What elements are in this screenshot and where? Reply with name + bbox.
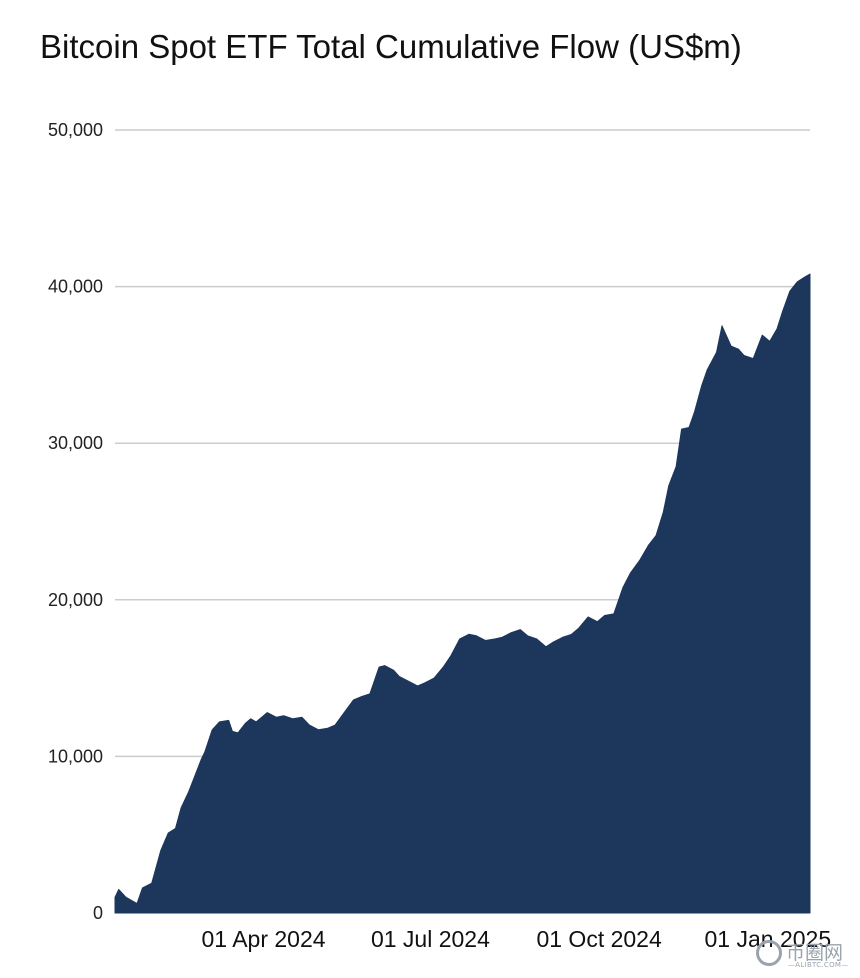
- watermark-name: 币圈网: [786, 942, 844, 964]
- x-tick-label: 01 Apr 2024: [202, 926, 326, 952]
- area-series-fill: [114, 273, 811, 914]
- watermark-url: —ALIBTC.COM—: [788, 961, 849, 969]
- watermark-badge-icon: [756, 940, 782, 966]
- y-tick-label: 20,000: [48, 590, 103, 610]
- y-tick-label: 50,000: [48, 120, 103, 140]
- x-axis-ticks: 01 Apr 2024 01 Jul 2024 01 Oct 2024 01 Jan …: [202, 926, 832, 952]
- chart-title: Bitcoin Spot ETF Total Cumulative Flow (…: [40, 28, 742, 65]
- y-tick-label: 40,000: [48, 277, 103, 297]
- y-tick-label: 0: [93, 903, 103, 923]
- y-tick-label: 10,000: [48, 746, 103, 766]
- y-tick-label: 30,000: [48, 433, 103, 453]
- y-axis-ticks: 0 10,000 20,000 30,000 40,000 50,000: [48, 120, 103, 923]
- watermark-logo: 币圈网 —ALIBTC.COM—: [756, 938, 856, 972]
- x-tick-label: 01 Oct 2024: [536, 926, 662, 952]
- area-series: [114, 273, 811, 914]
- x-tick-label: 01 Jul 2024: [371, 926, 490, 952]
